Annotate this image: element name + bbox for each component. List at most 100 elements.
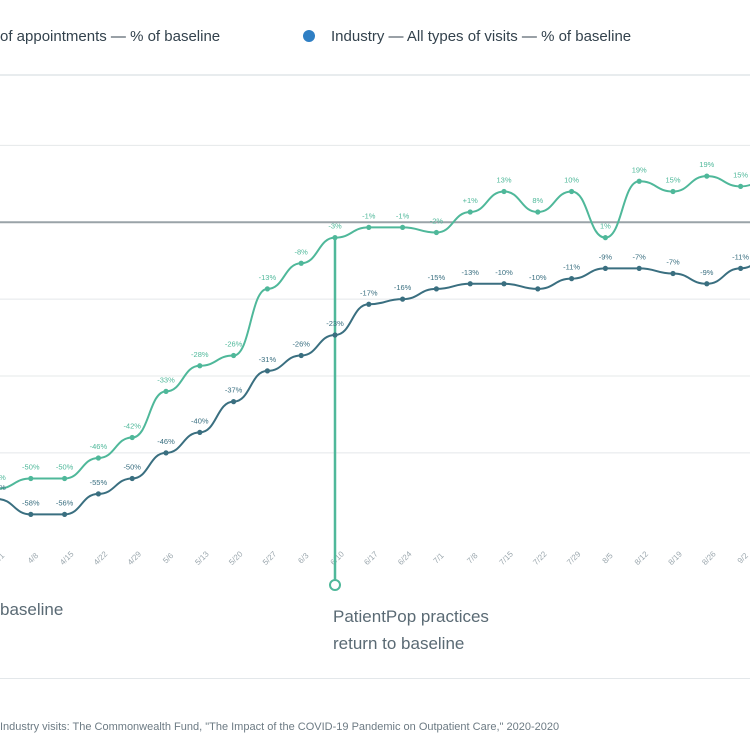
data-label: 19%	[632, 165, 647, 174]
series-line-1	[0, 175, 750, 490]
footer-divider	[0, 678, 750, 679]
source-note: Industry visits: The Commonwealth Fund, …	[0, 721, 560, 733]
data-label: -7%	[633, 252, 647, 261]
data-point	[95, 455, 101, 461]
x-tick-label: 6/24	[396, 549, 414, 567]
data-label: -2%	[430, 217, 444, 226]
data-label: -50%	[56, 463, 74, 472]
data-label: 1%	[600, 222, 611, 231]
legend-item-series-b: Industry — All types of visits — % of ba…	[303, 28, 631, 45]
data-point	[400, 224, 406, 230]
data-label: -9%	[700, 268, 714, 277]
data-label: -9%	[599, 252, 613, 261]
baseline-note: baseline	[0, 596, 63, 623]
data-label: -50%	[22, 463, 40, 472]
data-label: -31%	[259, 355, 277, 364]
x-tick-label: 4/22	[92, 549, 110, 567]
x-tick-label: 4/8	[26, 551, 41, 566]
x-tick-label: 7/29	[565, 549, 583, 567]
x-tick-label: 6/10	[329, 549, 347, 567]
data-point	[569, 188, 575, 195]
series-line-2	[0, 265, 750, 516]
data-label: 13%	[496, 176, 511, 185]
legend-label-series-b: Industry — All types of visits — % of ba…	[331, 28, 632, 45]
x-tick-label: 7/22	[531, 549, 549, 567]
x-tick-label: 7/8	[465, 551, 480, 566]
data-point	[28, 511, 34, 517]
data-point	[602, 235, 609, 241]
x-tick-label: 8/26	[700, 549, 718, 567]
data-point	[298, 260, 304, 266]
x-tick-label: 8/19	[667, 549, 685, 567]
data-point	[298, 352, 304, 359]
data-label: -7%	[666, 258, 680, 267]
data-point	[569, 276, 575, 282]
x-tick-label: 7/15	[498, 549, 516, 567]
x-tick-label: 9/2	[736, 551, 750, 566]
data-label: -15%	[428, 273, 446, 282]
data-point	[28, 475, 34, 482]
data-point	[231, 399, 237, 405]
return-marker-circle	[329, 579, 341, 591]
data-label: -55%	[90, 478, 108, 487]
x-tick-label: 5/27	[261, 549, 279, 567]
legend-label-series-a: of appointments — % of baseline	[0, 28, 221, 45]
data-point	[332, 235, 338, 241]
data-label: -8%	[295, 247, 309, 256]
line-chart: 4/1 4/8 4/15 4/22 4/29 5/6 5/13 5/20 5/27 6/3 6/10…	[0, 144, 750, 591]
data-point	[738, 183, 744, 189]
data-label: -16%	[394, 283, 412, 292]
data-point	[231, 352, 237, 359]
x-tick-label: 7/1	[432, 551, 447, 566]
data-label: -46%	[157, 437, 175, 446]
x-tick-label: 5/6	[161, 551, 176, 566]
x-tick-label: 8/12	[633, 549, 651, 567]
data-label: -33%	[157, 375, 175, 384]
return-note-line-1: PatientPop practices	[333, 607, 489, 626]
data-point	[670, 188, 676, 195]
data-point	[366, 224, 372, 230]
legend-divider	[0, 74, 750, 76]
data-label: -46%	[90, 442, 108, 451]
data-label: -58%	[22, 498, 40, 507]
data-point	[400, 296, 406, 302]
data-label: -11%	[732, 252, 749, 261]
data-point	[62, 511, 68, 517]
data-point	[704, 173, 710, 179]
data-label: -17%	[360, 288, 378, 297]
baseline-note-text: baseline	[0, 600, 64, 619]
data-point	[163, 388, 169, 394]
data-point	[738, 265, 744, 271]
legend-item-series-a: of appointments — % of baseline	[0, 28, 220, 45]
data-label: -10%	[529, 273, 547, 282]
data-point	[264, 368, 270, 374]
data-point	[197, 429, 203, 435]
data-label: 15%	[665, 176, 680, 185]
data-label: 10%	[564, 176, 579, 185]
data-point	[636, 178, 642, 184]
data-point	[95, 491, 101, 497]
data-label: -1%	[362, 211, 376, 220]
data-label: -1%	[396, 211, 410, 220]
data-label: +1%	[463, 196, 479, 205]
data-label: -11%	[563, 263, 580, 272]
data-label: -13%	[259, 273, 277, 282]
x-tick-label: 5/20	[227, 549, 245, 567]
data-point	[366, 301, 372, 307]
return-note-line-2: return to baseline	[333, 634, 465, 653]
data-point	[467, 209, 473, 215]
data-point	[264, 286, 270, 292]
data-label: 15%	[733, 170, 748, 179]
data-point	[433, 229, 439, 236]
x-tick-label: 5/13	[193, 549, 211, 567]
data-point	[197, 363, 203, 369]
data-label: -26%	[292, 340, 310, 349]
data-point	[704, 281, 710, 287]
data-label: -26%	[225, 340, 243, 349]
data-point	[433, 286, 439, 292]
data-label: -56%	[56, 498, 74, 507]
data-point	[501, 281, 507, 287]
x-tick-label: 4/29	[126, 549, 144, 567]
data-point	[602, 265, 609, 271]
data-point	[636, 265, 642, 271]
